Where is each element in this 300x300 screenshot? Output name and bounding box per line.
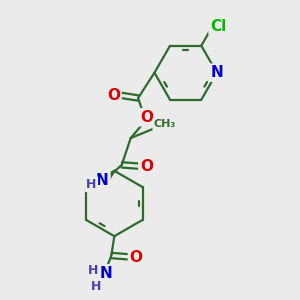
Text: O: O (130, 250, 142, 265)
Text: N: N (100, 266, 113, 281)
Text: O: O (107, 88, 120, 103)
Text: H: H (86, 178, 97, 191)
Text: Cl: Cl (210, 19, 226, 34)
Text: H: H (87, 264, 98, 277)
Text: CH₃: CH₃ (154, 119, 176, 129)
Text: O: O (140, 159, 153, 174)
Text: O: O (140, 110, 153, 125)
Text: N: N (96, 172, 109, 188)
Text: N: N (211, 65, 223, 80)
Text: H: H (91, 280, 102, 292)
